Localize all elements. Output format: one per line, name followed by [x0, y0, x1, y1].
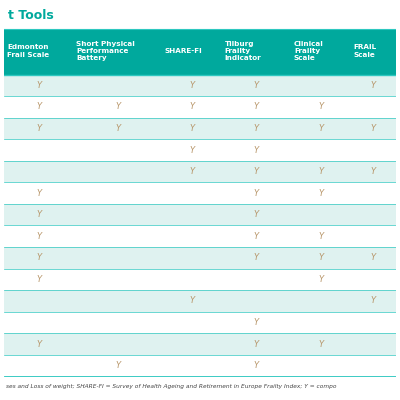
FancyBboxPatch shape	[4, 355, 396, 376]
Text: Y: Y	[318, 253, 323, 262]
FancyBboxPatch shape	[4, 226, 396, 247]
Text: Y: Y	[371, 167, 376, 176]
FancyBboxPatch shape	[4, 96, 396, 118]
FancyBboxPatch shape	[4, 269, 396, 290]
Text: Y: Y	[254, 232, 259, 241]
Text: Y: Y	[371, 81, 376, 90]
Text: Y: Y	[318, 189, 323, 198]
Text: Y: Y	[36, 102, 41, 111]
Text: Y: Y	[36, 253, 41, 262]
FancyBboxPatch shape	[4, 333, 396, 355]
Text: Y: Y	[254, 361, 259, 370]
Text: Y: Y	[318, 232, 323, 241]
Text: Y: Y	[371, 253, 376, 262]
FancyBboxPatch shape	[4, 312, 396, 333]
Text: t Tools: t Tools	[8, 9, 54, 22]
Text: Y: Y	[36, 124, 41, 133]
Text: Y: Y	[36, 275, 41, 284]
Text: Y: Y	[254, 210, 259, 219]
Text: Y: Y	[189, 146, 194, 154]
FancyBboxPatch shape	[4, 74, 396, 96]
Text: Y: Y	[36, 189, 41, 198]
Text: Y: Y	[36, 210, 41, 219]
FancyBboxPatch shape	[4, 247, 396, 269]
Text: Y: Y	[318, 340, 323, 348]
Text: Clinical
Frailty
Scale: Clinical Frailty Scale	[294, 41, 324, 61]
Text: Y: Y	[189, 124, 194, 133]
Text: Y: Y	[189, 167, 194, 176]
FancyBboxPatch shape	[4, 139, 396, 161]
Text: Y: Y	[189, 81, 194, 90]
FancyBboxPatch shape	[4, 30, 396, 74]
Text: Y: Y	[318, 124, 323, 133]
Text: Y: Y	[115, 102, 120, 111]
Text: Y: Y	[254, 146, 259, 154]
Text: Y: Y	[254, 167, 259, 176]
Text: Y: Y	[254, 102, 259, 111]
Text: Y: Y	[254, 124, 259, 133]
Text: Y: Y	[189, 102, 194, 111]
Text: FRAIL
Scale: FRAIL Scale	[354, 44, 377, 58]
Text: SHARE-FI: SHARE-FI	[165, 48, 203, 54]
Text: Y: Y	[371, 296, 376, 306]
Text: Y: Y	[36, 340, 41, 348]
FancyBboxPatch shape	[4, 161, 396, 182]
Text: Y: Y	[318, 167, 323, 176]
Text: Y: Y	[254, 318, 259, 327]
Text: Tilburg
Frailty
Indicator: Tilburg Frailty Indicator	[225, 41, 261, 61]
Text: Y: Y	[254, 340, 259, 348]
FancyBboxPatch shape	[4, 290, 396, 312]
Text: Y: Y	[115, 361, 120, 370]
Text: ses and Loss of weight; SHARE-FI = Survey of Health Ageing and Retirement in Eur: ses and Loss of weight; SHARE-FI = Surve…	[6, 384, 336, 389]
Text: Y: Y	[115, 124, 120, 133]
Text: Y: Y	[36, 81, 41, 90]
Text: Y: Y	[371, 124, 376, 133]
FancyBboxPatch shape	[4, 182, 396, 204]
Text: Y: Y	[254, 253, 259, 262]
Text: Edmonton
Frail Scale: Edmonton Frail Scale	[7, 44, 49, 58]
Text: Y: Y	[254, 81, 259, 90]
Text: Y: Y	[318, 275, 323, 284]
Text: Y: Y	[318, 102, 323, 111]
Text: Y: Y	[36, 232, 41, 241]
FancyBboxPatch shape	[4, 204, 396, 226]
Text: Short Physical
Performance
Battery: Short Physical Performance Battery	[76, 41, 135, 61]
FancyBboxPatch shape	[4, 118, 396, 139]
Text: Y: Y	[189, 296, 194, 306]
Text: Y: Y	[254, 189, 259, 198]
